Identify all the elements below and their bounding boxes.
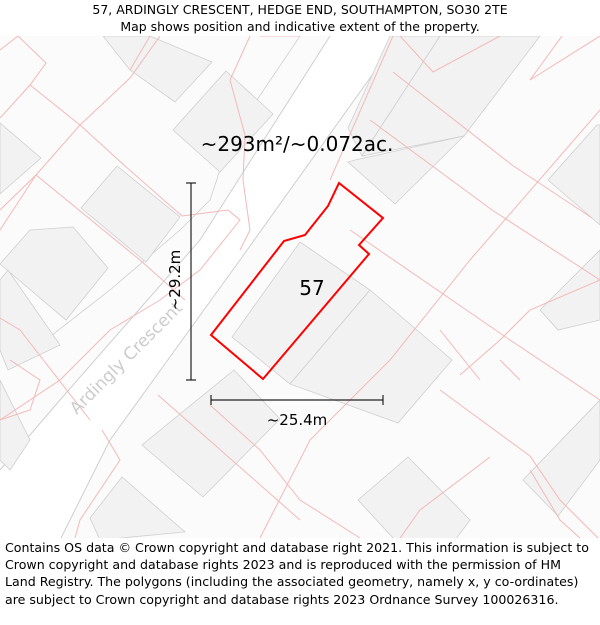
copyright-attribution: Contains OS data © Crown copyright and d… <box>5 540 589 607</box>
height-measure-label: ~29.2m <box>166 250 184 311</box>
buildings <box>0 36 600 538</box>
property-address: 57, ARDINGLY CRESCENT, HEDGE END, SOUTHA… <box>92 2 508 17</box>
area-label: ~293m²/~0.072ac. <box>201 132 394 156</box>
parcel-boundaries <box>0 36 600 538</box>
width-measure-label: ~25.4m <box>267 411 328 429</box>
map-description: Map shows position and indicative extent… <box>120 19 480 34</box>
property-map[interactable]: ~293m²/~0.072ac. 57 Ardingly Crescent ~2… <box>0 36 600 538</box>
width-measure-line <box>210 395 384 405</box>
plot-number-label: 57 <box>299 276 324 300</box>
map-header: 57, ARDINGLY CRESCENT, HEDGE END, SOUTHA… <box>0 0 600 36</box>
height-measure-line <box>186 182 196 381</box>
property-boundary[interactable] <box>209 181 385 381</box>
